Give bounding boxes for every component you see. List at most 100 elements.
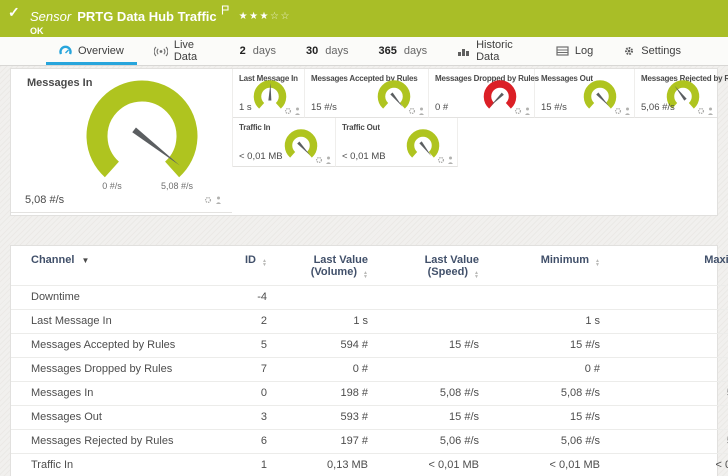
pin-icon[interactable] [447, 156, 454, 164]
gear-icon[interactable] [614, 107, 622, 115]
gauge-mini-icons[interactable] [697, 107, 714, 115]
last-volume-cell: 198 # [275, 381, 376, 406]
tab-label: Overview [78, 45, 124, 57]
column-header-last-value-volume[interactable]: Last Value (Volume) ▲ ▼ [310, 254, 368, 280]
tab-live-data[interactable]: Live Data [141, 37, 223, 65]
gauge-mini-icons[interactable] [614, 107, 631, 115]
gauge-tile-traffic-in[interactable]: Traffic In < 0,01 MB [233, 118, 336, 167]
messages-dropped-gauge [483, 80, 517, 109]
object-kind-label: Sensor [30, 9, 72, 24]
gear-icon[interactable] [437, 156, 445, 164]
last-speed-cell: 15 #/s [376, 405, 487, 430]
tab-bar: Overview Live Data 2 days 30 days 365 da… [0, 37, 728, 66]
gauge-title: Messages Out [541, 74, 593, 83]
channel-cell: Messages Accepted by Rules [11, 333, 209, 358]
gauge-mini-icons[interactable] [315, 156, 332, 164]
column-header-last-value-speed[interactable]: Last Value (Speed) ▲ ▼ [424, 254, 479, 280]
gauge-mini-icons[interactable] [408, 107, 425, 115]
tab-historic-data[interactable]: Historic Data [444, 37, 539, 65]
column-header-channel[interactable]: Channel ▼ [31, 254, 90, 266]
stars-filled: ★★★ [238, 11, 271, 22]
gauge-title: Messages Rejected by Rules [641, 74, 728, 83]
gauge-mini-icons[interactable] [284, 107, 301, 115]
pin-icon[interactable] [524, 107, 531, 115]
id-cell: 5 [209, 333, 275, 358]
gear-icon[interactable] [514, 107, 522, 115]
id-cell: 2 [209, 309, 275, 334]
log-list-icon [556, 46, 569, 56]
tab-365-days[interactable]: 365 days [366, 37, 441, 65]
small-gauges-area: Last Message In 1 s Messages Accepted by… [232, 69, 728, 167]
sensor-status-bar: ✓ Sensor PRTG Data Hub Traffic ★★★☆☆ OK [0, 0, 728, 37]
gauge-tile-messages-rejected[interactable]: Messages Rejected by Rules 5,06 #/s [635, 69, 728, 118]
pin-icon[interactable] [325, 156, 332, 164]
sort-icon: ▲ ▼ [363, 270, 368, 280]
gauge-mini-icons[interactable] [514, 107, 531, 115]
gear-icon[interactable] [408, 107, 416, 115]
gauge-tile-traffic-out[interactable]: Traffic Out < 0,01 MB [336, 118, 458, 167]
pin-icon[interactable] [624, 107, 631, 115]
minimum-cell [487, 285, 608, 310]
maximum-cell: 5,06 #/s [608, 429, 728, 454]
messages-out-gauge [583, 80, 617, 109]
tab-log[interactable]: Log [543, 37, 606, 65]
pin-icon[interactable] [215, 196, 222, 204]
messages-in-gauge [86, 80, 198, 178]
channel-table-panel: Channel ▼ ID ▲ ▼ Last Value (Volume) ▲ ▼ Last … [10, 245, 728, 476]
maximum-cell: 5,08 #/s [608, 381, 728, 406]
column-header-minimum[interactable]: Minimum ▲ ▼ [540, 254, 600, 268]
id-cell: -4 [209, 285, 275, 310]
gauge-title: Traffic In [239, 123, 271, 132]
tab-2-days[interactable]: 2 days [227, 37, 289, 65]
minimum-cell: 1 s [487, 309, 608, 334]
tab-settings[interactable]: Settings [610, 37, 694, 65]
priority-stars[interactable]: ★★★☆☆ [239, 11, 291, 22]
tab-label: Live Data [173, 39, 198, 63]
tab-label: Settings [641, 45, 681, 57]
last-speed-cell: 5,08 #/s [376, 381, 487, 406]
gauge-tile-messages-in[interactable]: Messages In 0 #/s 5,08 #/s 5,08 #/s [11, 69, 232, 213]
pin-icon[interactable] [707, 107, 714, 115]
last-message-in-gauge [253, 80, 287, 109]
gauge-title: Messages Dropped by Rules [435, 74, 539, 83]
gauge-tile-messages-out[interactable]: Messages Out 15 #/s [535, 69, 635, 118]
gauge-tile-messages-dropped[interactable]: Messages Dropped by Rules 0 # [429, 69, 539, 118]
gauge-tile-messages-accepted[interactable]: Messages Accepted by Rules 15 #/s [305, 69, 429, 118]
id-cell: 7 [209, 357, 275, 382]
gear-icon[interactable] [697, 107, 705, 115]
table-row[interactable]: Downtime -4 [11, 285, 728, 310]
gauge-value: 0 # [435, 102, 449, 113]
gear-icon[interactable] [315, 156, 323, 164]
gauge-mini-icons[interactable] [437, 156, 454, 164]
tab-30-days[interactable]: 30 days [293, 37, 362, 65]
table-row[interactable]: Messages Rejected by Rules 6 197 #5,06 #/s… [11, 429, 728, 454]
maximum-cell: 15 #/s [608, 405, 728, 430]
last-speed-cell [376, 285, 487, 310]
gauge-tile-last-message-in[interactable]: Last Message In 1 s [233, 69, 305, 118]
pin-icon[interactable] [418, 107, 425, 115]
last-volume-cell [275, 285, 376, 310]
pin-icon[interactable] [294, 107, 301, 115]
priority-flag-icon[interactable] [221, 3, 229, 18]
tab-number: 2 [239, 45, 246, 57]
column-header-id[interactable]: ID ▲ ▼ [244, 254, 267, 268]
gauge-value: 5,06 #/s [641, 102, 675, 113]
last-speed-cell: 15 #/s [376, 333, 487, 358]
gauge-value: 15 #/s [311, 102, 337, 113]
gauge-mini-icons[interactable] [204, 196, 222, 204]
tab-overview[interactable]: Overview [46, 37, 137, 65]
table-row[interactable]: Messages Accepted by Rules 5 594 #15 #/s 15… [11, 333, 728, 358]
gear-icon[interactable] [204, 196, 212, 204]
gear-icon[interactable] [284, 107, 292, 115]
last-speed-cell: < 0,01 MB [376, 453, 487, 476]
column-header-maximum[interactable]: Maximum ▲▼ [704, 254, 728, 266]
channel-cell: Messages In [11, 381, 209, 406]
id-cell: 3 [209, 405, 275, 430]
channel-cell: Downtime [11, 285, 209, 310]
